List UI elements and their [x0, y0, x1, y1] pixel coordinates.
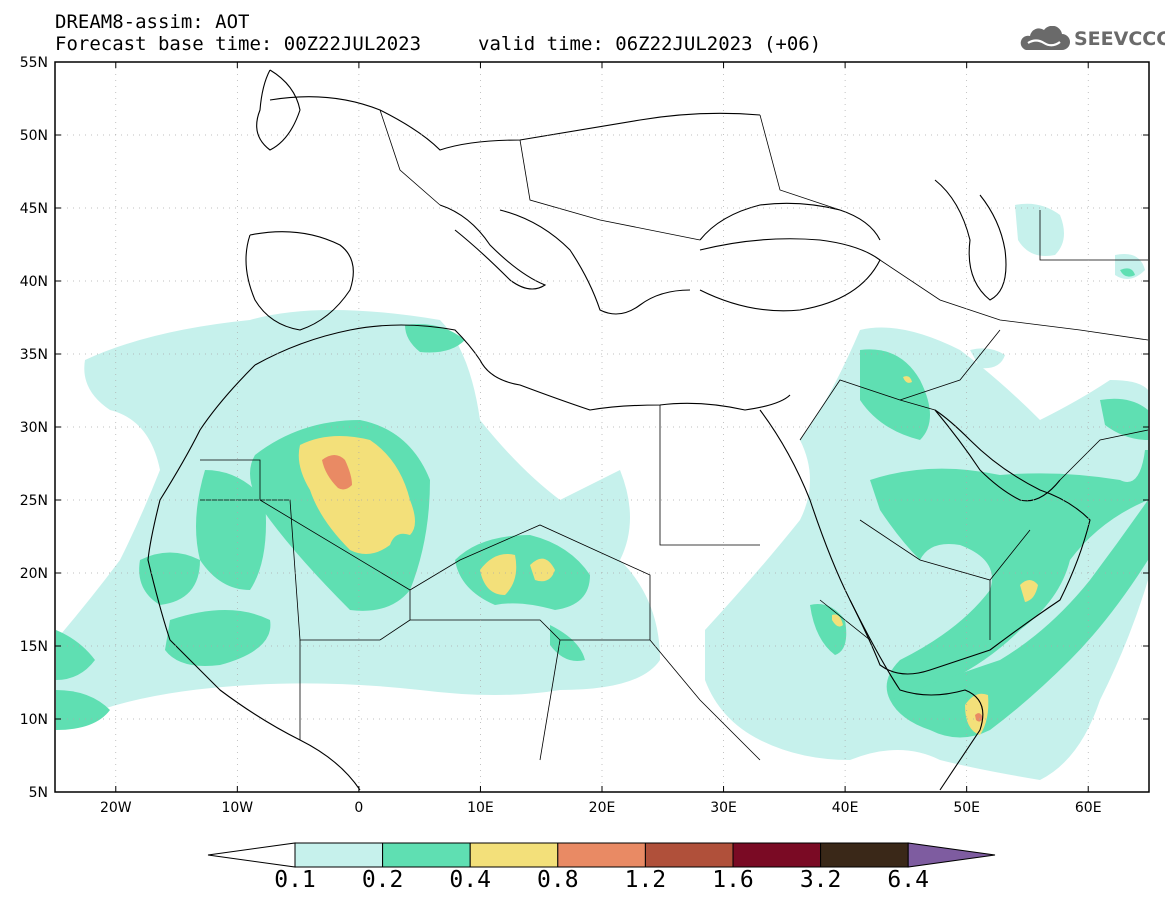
colorbar-label: 1.6 [712, 867, 754, 893]
colorbar-swatch [557, 842, 646, 868]
logo-text: SEEVCCC [1074, 28, 1165, 50]
colorbar-swatch [294, 842, 384, 868]
colorbar-label: 0.8 [537, 867, 579, 893]
longitude-labels: 20W 10W 0 10E 20E 30E 40E 50E 60E [100, 800, 1102, 816]
lat-label: 25N [20, 493, 48, 509]
latitude-labels: 55N 50N 45N 40N 35N 30N 25N 20N 15N 10N 5N [20, 55, 48, 801]
colorbar-label: 0.1 [274, 867, 316, 893]
colorbar-swatch [382, 842, 471, 868]
colorbar-under-triangle [207, 842, 296, 868]
lon-label: 10E [467, 800, 494, 816]
cloud-icon [1020, 26, 1070, 50]
lat-label: 15N [20, 639, 48, 655]
colorbar [207, 842, 996, 868]
lat-label: 35N [20, 347, 48, 363]
colorbar-over-triangle [907, 842, 996, 868]
colorbar-swatch [644, 842, 734, 868]
lat-label: 10N [20, 712, 48, 728]
lat-label: 30N [20, 420, 48, 436]
valid-time: valid time: 06Z22JUL2023 (+06) [478, 33, 822, 55]
lat-label: 40N [20, 274, 48, 290]
map-title: DREAM8-assim: AOT [55, 11, 250, 33]
lon-label: 40E [832, 800, 859, 816]
lat-label: 50N [20, 128, 48, 144]
aot-contours-0.8 [322, 455, 983, 722]
lon-label: 50E [953, 800, 980, 816]
lat-label: 45N [20, 201, 48, 217]
gridlines [55, 62, 1149, 792]
seevccc-logo: SEEVCCC [1018, 26, 1165, 52]
lon-label: 20E [589, 800, 616, 816]
colorbar-swatch [469, 842, 559, 868]
colorbar-label: 0.4 [449, 867, 491, 893]
colorbar-swatch [732, 842, 822, 868]
lat-label: 55N [20, 55, 48, 71]
colorbar-label: 6.4 [887, 867, 929, 893]
lat-label: 5N [29, 785, 48, 801]
forecast-base-time: Forecast base time: 00Z22JUL2023 [55, 33, 422, 55]
country-borders [200, 109, 1149, 761]
lon-label: 20W [100, 800, 132, 816]
lon-label: 10W [221, 800, 253, 816]
colorbar-label: 0.2 [361, 867, 404, 893]
colorbar-label: 3.2 [799, 867, 842, 893]
colorbar-swatch [820, 842, 909, 868]
coastlines [147, 69, 1091, 791]
colorbar-label: 1.2 [624, 867, 667, 893]
lon-label: 30E [710, 800, 737, 816]
axis-ticks [55, 61, 1149, 793]
lon-label: 60E [1075, 800, 1102, 816]
lat-label: 20N [20, 566, 48, 582]
lon-label: 0 [354, 800, 363, 816]
